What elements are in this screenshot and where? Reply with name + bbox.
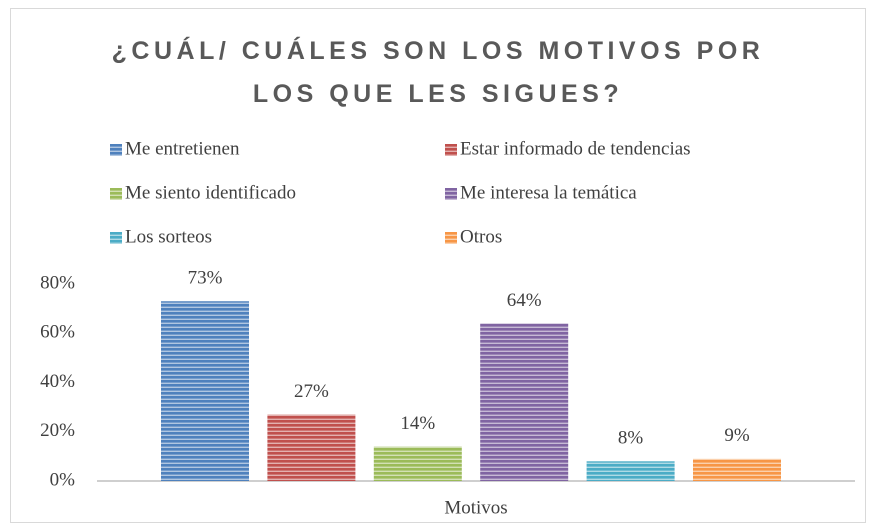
x-tick-label: Motivos bbox=[444, 497, 507, 518]
data-label: 9% bbox=[724, 425, 750, 446]
legend-marker bbox=[110, 232, 122, 244]
y-tick-label: 0% bbox=[50, 469, 76, 490]
legend-label: Me siento identificado bbox=[125, 182, 296, 203]
y-tick-label: 60% bbox=[40, 322, 75, 343]
bar bbox=[693, 458, 781, 481]
data-label: 64% bbox=[507, 290, 542, 311]
bar bbox=[373, 446, 462, 481]
legend-label: Los sorteos bbox=[125, 226, 212, 247]
chart-title: ¿CUÁL/ CUÁLES SON LOS MOTIVOS POR LOS QU… bbox=[111, 37, 765, 108]
legend-label: Me interesa la temática bbox=[460, 182, 637, 203]
bar bbox=[161, 301, 249, 481]
legend-marker bbox=[445, 232, 457, 244]
legend-label: Me entretienen bbox=[125, 138, 240, 159]
legend-marker bbox=[110, 188, 122, 200]
legend-marker bbox=[445, 144, 457, 156]
data-label: 14% bbox=[400, 413, 435, 434]
legend-marker bbox=[445, 188, 457, 200]
legend-label: Otros bbox=[460, 226, 502, 247]
data-label: 73% bbox=[188, 268, 223, 289]
legend-marker bbox=[110, 144, 122, 156]
chart-border bbox=[10, 8, 866, 523]
bar bbox=[480, 323, 569, 481]
bar bbox=[267, 414, 356, 481]
y-tick-label: 80% bbox=[40, 272, 75, 293]
data-label: 8% bbox=[618, 428, 644, 449]
y-tick-label: 40% bbox=[40, 371, 75, 392]
y-tick-label: 20% bbox=[40, 420, 75, 441]
legend-label: Estar informado de tendencias bbox=[460, 138, 691, 159]
data-label: 27% bbox=[294, 381, 329, 402]
bar bbox=[586, 461, 675, 481]
